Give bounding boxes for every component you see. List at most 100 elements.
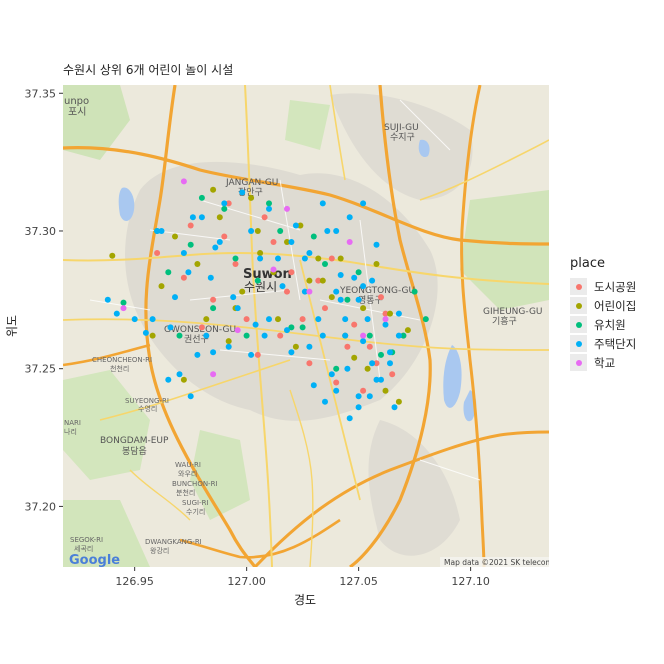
point-1-11 [158, 283, 165, 290]
point-1-24 [404, 327, 411, 334]
point-2-23 [333, 365, 340, 372]
point-3-48 [319, 200, 326, 207]
point-4-1 [180, 178, 187, 185]
y-tick-label-0: 37.20 [25, 500, 57, 513]
point-2-1 [187, 241, 194, 248]
point-0-1 [180, 274, 187, 281]
point-3-11 [301, 288, 308, 295]
map-label-giheung: GIHEUNG-GU [483, 307, 543, 317]
legend-label-2: 유치원 [594, 317, 626, 332]
legend-dot-3 [575, 340, 582, 347]
map-label-bunchon-ko: 분천리 [176, 488, 195, 497]
map-label-yeongtong-ko: 영통구 [358, 295, 383, 306]
point-0-13 [378, 294, 384, 301]
point-1-25 [210, 186, 217, 193]
point-4-5 [346, 239, 353, 245]
point-2-13 [221, 205, 228, 212]
legend-dot-0 [575, 283, 582, 290]
point-0-11 [351, 321, 358, 328]
point-3-52 [373, 241, 380, 248]
point-1-5 [275, 316, 281, 323]
point-3-36 [387, 360, 393, 367]
point-0-0 [154, 250, 161, 256]
point-3-31 [319, 332, 326, 339]
point-3-3 [194, 351, 201, 358]
x-tick-label-0: 126.95 [115, 575, 154, 588]
point-0-29 [373, 360, 380, 367]
point-3-0 [154, 228, 161, 234]
point-4-3 [270, 266, 277, 273]
map-label-wau-ko: 와우리 [178, 469, 197, 478]
point-3-75 [301, 255, 308, 262]
point-2-7 [322, 261, 328, 267]
point-3-57 [113, 310, 120, 317]
point-2-5 [277, 228, 284, 234]
point-0-2 [210, 296, 217, 303]
point-3-30 [306, 343, 313, 350]
map-label-bunchon: BUNCHON-RI [172, 480, 218, 488]
x-tick-label-1: 127.00 [227, 575, 266, 588]
google-logo: Google [69, 553, 120, 568]
point-1-33 [373, 261, 380, 267]
point-3-41 [257, 255, 264, 262]
point-2-6 [299, 324, 306, 331]
point-3-27 [266, 205, 272, 212]
map-label-segok-ko: 세곡리 [74, 544, 93, 553]
point-2-18 [120, 299, 127, 306]
map-label-sugi-ko: 수기리 [186, 507, 205, 516]
point-3-67 [351, 274, 358, 281]
point-4-8 [284, 205, 290, 212]
legend-label-0: 도시공원 [594, 279, 637, 294]
legend-item-1: 어린이집 [570, 296, 636, 315]
point-2-22 [288, 324, 295, 331]
point-4-0 [120, 305, 127, 312]
point-2-14 [266, 200, 272, 207]
y-tick-label-3: 37.35 [25, 87, 57, 100]
point-2-4 [254, 277, 261, 284]
point-0-24 [360, 387, 367, 394]
map-label-suji-ko: 수지구 [390, 132, 415, 143]
point-2-3 [232, 255, 239, 262]
point-4-9 [360, 332, 367, 339]
points-layer [104, 178, 429, 422]
y-axis: 37.20 37.25 37.30 37.35 [25, 87, 63, 513]
point-0-23 [344, 343, 351, 350]
point-0-5 [261, 214, 268, 221]
legend-item-2: 유치원 [570, 315, 636, 334]
map-label-yeongtong: YEONGTONG-GU [339, 286, 415, 296]
point-3-49 [333, 228, 340, 234]
point-2-11 [411, 288, 418, 295]
point-3-39 [203, 332, 210, 339]
point-3-59 [142, 329, 149, 336]
point-3-15 [355, 393, 362, 400]
legend-dot-2 [575, 321, 582, 328]
point-3-69 [360, 283, 367, 290]
point-3-70 [266, 316, 272, 323]
legend-key-1 [570, 297, 587, 314]
point-3-80 [210, 349, 217, 356]
point-3-72 [216, 239, 223, 245]
point-1-1 [194, 261, 201, 267]
point-1-6 [297, 222, 304, 229]
legend-label-3: 주택단지 [594, 336, 637, 351]
point-3-19 [158, 228, 165, 234]
map-label-jangan-ko: 장안구 [238, 187, 263, 198]
point-4-2 [234, 327, 241, 334]
legend-item-0: 도시공원 [570, 277, 636, 296]
point-0-14 [389, 371, 396, 378]
map-attribution: Map data ©2021 SK telecom [444, 558, 553, 567]
map-background: unpo 포시 JANGAN-GU 장안구 Suwon 수원시 GWONSEON… [63, 85, 553, 568]
legend-title: place [570, 256, 605, 271]
map-label-bongdam-ko: 봉담읍 [122, 445, 147, 457]
x-tick-label-2: 127.05 [339, 575, 378, 588]
point-3-44 [337, 272, 344, 278]
point-3-42 [284, 327, 290, 334]
point-3-65 [366, 393, 373, 400]
map-label-sugi: SUGI-RI [182, 499, 209, 507]
point-0-6 [277, 332, 284, 339]
point-0-26 [225, 200, 232, 207]
point-3-12 [315, 316, 322, 323]
point-3-7 [248, 228, 255, 234]
point-3-77 [387, 349, 393, 356]
point-3-2 [180, 250, 187, 256]
